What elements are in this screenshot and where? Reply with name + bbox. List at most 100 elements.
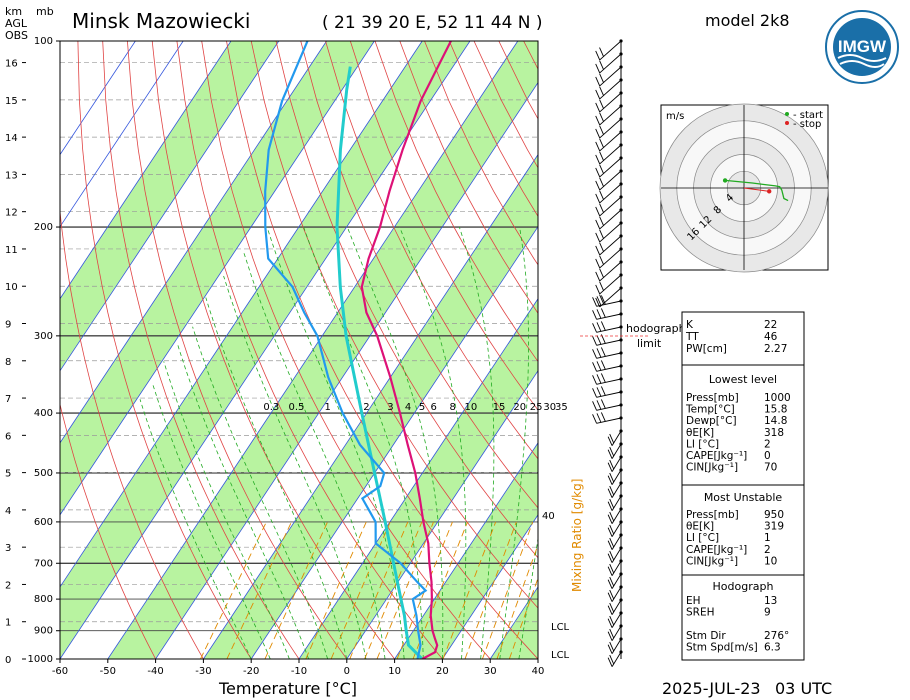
wind-barb-feather	[609, 537, 615, 548]
moist-adiabat	[458, 226, 495, 659]
mixing-ratio-line	[412, 521, 468, 659]
height-tick-label: 1	[5, 618, 11, 629]
table-value: 950	[764, 509, 784, 521]
pressure-ticks: 100 200 300 400 500 600 700 800 900 1000	[28, 36, 60, 665]
height-tick-label: 10	[5, 282, 18, 293]
obs-label: OBS	[5, 29, 28, 42]
dry-adiabat	[374, 41, 538, 363]
wind-barb-feather	[596, 348, 602, 358]
wind-barb-feather	[609, 602, 615, 613]
wind-barb-feather	[607, 579, 613, 589]
wind-barb-feather	[599, 86, 604, 96]
wind-barb-staff	[611, 651, 622, 667]
height-tick-label: 16	[5, 59, 18, 70]
wind-barb-staff	[599, 66, 622, 87]
wind-barb-feather	[599, 73, 604, 83]
wind-barb-feather	[607, 644, 613, 654]
mixing-ratio-line	[508, 576, 538, 659]
mixing-ratio-tick-label: 5	[419, 402, 425, 413]
wind-barb-staff	[599, 170, 622, 191]
moist-adiabat	[266, 226, 405, 659]
wind-barb-feather	[607, 488, 613, 498]
wind-barb-feather	[600, 373, 606, 383]
table-key: Stm Dir	[686, 630, 726, 642]
table-key: K	[686, 319, 694, 331]
wind-barb-staff	[599, 261, 622, 282]
moist-adiabat	[152, 384, 271, 659]
wind-barb-feather	[596, 322, 602, 332]
height-tick-label: 4	[5, 506, 11, 517]
dry-adiabat	[250, 41, 538, 609]
wind-barb-feather	[609, 524, 615, 535]
wind-barb-feather	[595, 258, 601, 269]
mixing-ratio-line	[496, 543, 538, 659]
table-key: Press[mb]	[686, 392, 739, 404]
isotherm	[60, 41, 136, 156]
wind-barb-feather	[607, 475, 613, 485]
wind-barb-feather	[600, 360, 606, 370]
moist-adiabats	[139, 226, 538, 659]
mixing-ratio-tick-label: 6	[431, 402, 437, 413]
mixing-ratio-tick-label: 1	[325, 402, 331, 413]
temperature-curve	[360, 41, 452, 659]
wind-barb-feather	[599, 164, 604, 174]
wind-barb-feather	[609, 459, 615, 470]
wind-barb-feather	[599, 268, 604, 278]
wind-barb-feather	[599, 203, 604, 213]
pressure-tick-label: 900	[34, 626, 53, 637]
wind-barb-feather	[609, 485, 615, 496]
wind-barb-feather	[609, 472, 615, 483]
wind-barb-feather	[607, 657, 613, 667]
wind-barb-feather	[599, 47, 604, 57]
left-axis-header: km AGL OBS mb	[5, 5, 54, 42]
time-label: 03 UTC	[775, 679, 832, 698]
wind-barb-feather	[592, 310, 597, 320]
table-value: 14.8	[764, 415, 787, 427]
mixing-ratio-axis-label: Mixing Ratio [g/kg]	[570, 479, 584, 592]
wind-barb-feather	[595, 141, 601, 152]
height-tick-label: 3	[5, 543, 11, 554]
wind-barb-feather	[607, 618, 613, 628]
hodograph-legend-stop: - stop	[793, 119, 821, 130]
wind-barb-staff	[599, 131, 622, 152]
table-key: CAPE[Jkg⁻¹]	[686, 450, 747, 462]
isotherm	[107, 41, 519, 659]
wind-barb-feather	[600, 308, 606, 318]
wind-barb-feather	[607, 631, 613, 641]
wind-barb-feather	[595, 206, 601, 217]
moist-adiabat	[499, 226, 529, 659]
table-value: 2	[764, 544, 771, 556]
wind-barb-staff	[611, 456, 622, 472]
table-value: 318	[764, 427, 784, 439]
wind-barb-feather	[609, 511, 615, 522]
wind-barb-feather	[595, 115, 601, 126]
wind-barb-feather	[592, 414, 597, 424]
table-value: 1	[764, 532, 771, 544]
wind-barb-feather	[599, 281, 604, 291]
wind-barb-feather	[592, 401, 597, 411]
wind-barb-feather	[592, 349, 597, 359]
height-tick-label: 11	[5, 245, 18, 256]
wind-barb-feather	[595, 245, 601, 256]
table-value: 319	[764, 521, 784, 533]
wind-barbs	[592, 39, 623, 667]
hodograph-title: Hodograph	[713, 580, 774, 593]
wind-barb-staff	[611, 560, 622, 576]
imgw-logo: IMGW	[825, 10, 899, 84]
wind-barb-feather	[595, 89, 601, 100]
isotherm	[60, 41, 471, 659]
wind-barb-staff	[599, 40, 622, 61]
logo-text: IMGW	[838, 37, 887, 56]
table-key: SREH	[686, 607, 715, 619]
x-tick-label: -10	[291, 666, 307, 677]
wind-barb-feather	[607, 436, 613, 446]
x-axis-label: Temperature [°C]	[218, 679, 357, 698]
x-tick-label: -20	[243, 666, 259, 677]
mixing-ratio-line	[364, 521, 423, 659]
height-tick-label: 13	[5, 170, 18, 181]
table-key: LI [°C]	[686, 438, 719, 450]
wind-barb-staff	[599, 79, 622, 100]
mixing-ratio-lines	[200, 521, 538, 659]
mixing-ratio-line	[464, 521, 517, 659]
